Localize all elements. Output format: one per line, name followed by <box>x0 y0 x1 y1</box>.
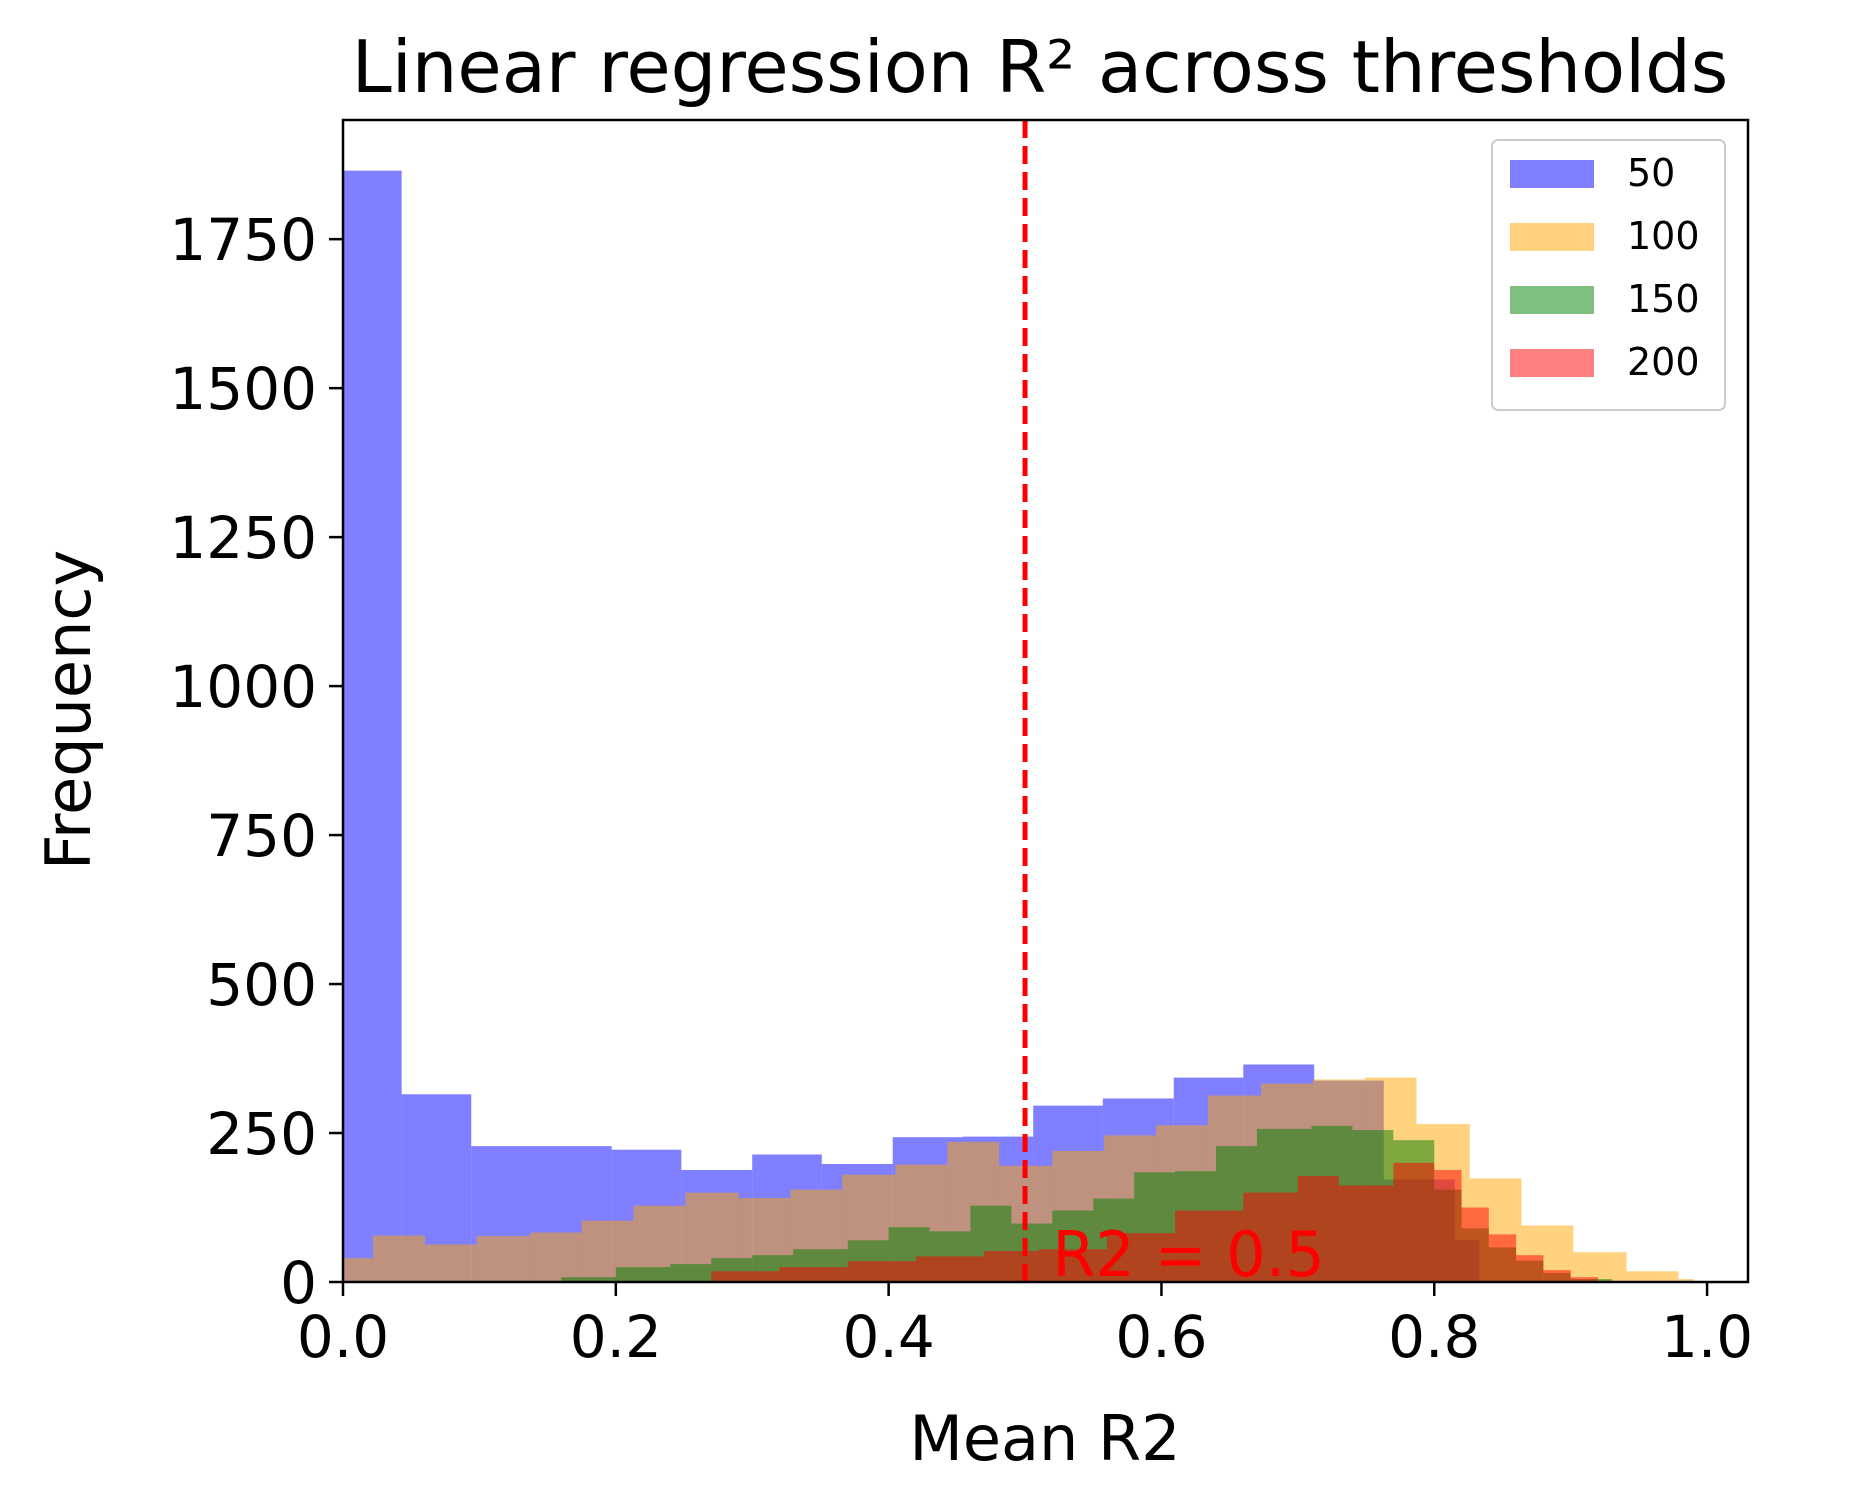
x-axis-label: Mean R2 <box>909 1402 1180 1475</box>
bar <box>1175 1210 1244 1282</box>
y-tick-label: 750 <box>206 802 317 870</box>
chart-title: Linear regression R² across thresholds <box>352 25 1729 109</box>
y-axis-label: Frequency <box>32 550 105 870</box>
bar <box>670 1264 712 1282</box>
bar <box>343 170 402 1283</box>
y-tick-label: 250 <box>206 1100 317 1168</box>
legend: 50 100 150 200 <box>1491 139 1726 411</box>
bar <box>1243 1192 1298 1282</box>
y-tick-label: 0 <box>280 1249 317 1317</box>
bar <box>1543 1270 1571 1282</box>
bar <box>984 1251 1039 1282</box>
y-tick-label: 500 <box>206 951 317 1019</box>
y-tick-label: 1000 <box>169 653 317 721</box>
bar <box>711 1271 780 1282</box>
bar <box>847 1261 916 1282</box>
bar <box>1106 1233 1176 1282</box>
plot-area: R2 = 0.5 <box>343 120 1694 1291</box>
bar <box>1626 1271 1679 1282</box>
bar <box>1393 1162 1435 1282</box>
legend-label: 200 <box>1627 340 1700 384</box>
bar <box>1297 1175 1339 1282</box>
bar <box>529 1232 582 1282</box>
bar <box>915 1256 985 1282</box>
bar <box>615 1267 671 1282</box>
x-tick-label: 0.0 <box>297 1303 389 1371</box>
bar <box>779 1267 848 1282</box>
bar <box>476 1236 530 1282</box>
bar <box>1038 1249 1107 1282</box>
bar <box>1338 1185 1394 1282</box>
axes-frame <box>341 118 1750 1284</box>
bar <box>1461 1207 1489 1282</box>
y-tick-label: 1250 <box>169 504 317 572</box>
x-tick-label: 0.6 <box>1115 1303 1207 1371</box>
x-tick-label: 1.0 <box>1661 1303 1753 1371</box>
bar <box>1678 1279 1694 1282</box>
legend-label: 150 <box>1627 277 1700 321</box>
x-tick-label: 0.8 <box>1388 1303 1480 1371</box>
bar <box>1488 1234 1517 1282</box>
legend-label: 50 <box>1627 151 1675 195</box>
x-tick-label: 0.2 <box>570 1303 662 1371</box>
bar <box>373 1235 425 1282</box>
bar <box>1570 1277 1598 1282</box>
legend-box <box>1491 139 1726 411</box>
legend-swatch <box>1510 223 1594 251</box>
legend-label: 100 <box>1627 214 1700 258</box>
x-axis-ticks: 0.0 0.2 0.4 0.6 0.8 1.0 <box>297 1282 1753 1371</box>
y-axis-ticks: 0 250 500 750 1000 1250 1500 1750 <box>169 206 343 1317</box>
y-tick-label: 1500 <box>169 355 317 423</box>
legend-swatch <box>1510 349 1594 377</box>
bar <box>1516 1255 1544 1282</box>
series-200 <box>711 1162 1598 1282</box>
threshold-label: R2 = 0.5 <box>1052 1218 1325 1291</box>
legend-swatch <box>1510 160 1594 188</box>
x-tick-label: 0.4 <box>843 1303 935 1371</box>
bar <box>343 1258 374 1282</box>
bar <box>561 1277 616 1282</box>
y-tick-label: 1750 <box>169 206 317 274</box>
bar <box>1434 1169 1462 1282</box>
legend-swatch <box>1510 286 1594 314</box>
bar <box>1573 1252 1627 1282</box>
bar <box>424 1244 477 1282</box>
